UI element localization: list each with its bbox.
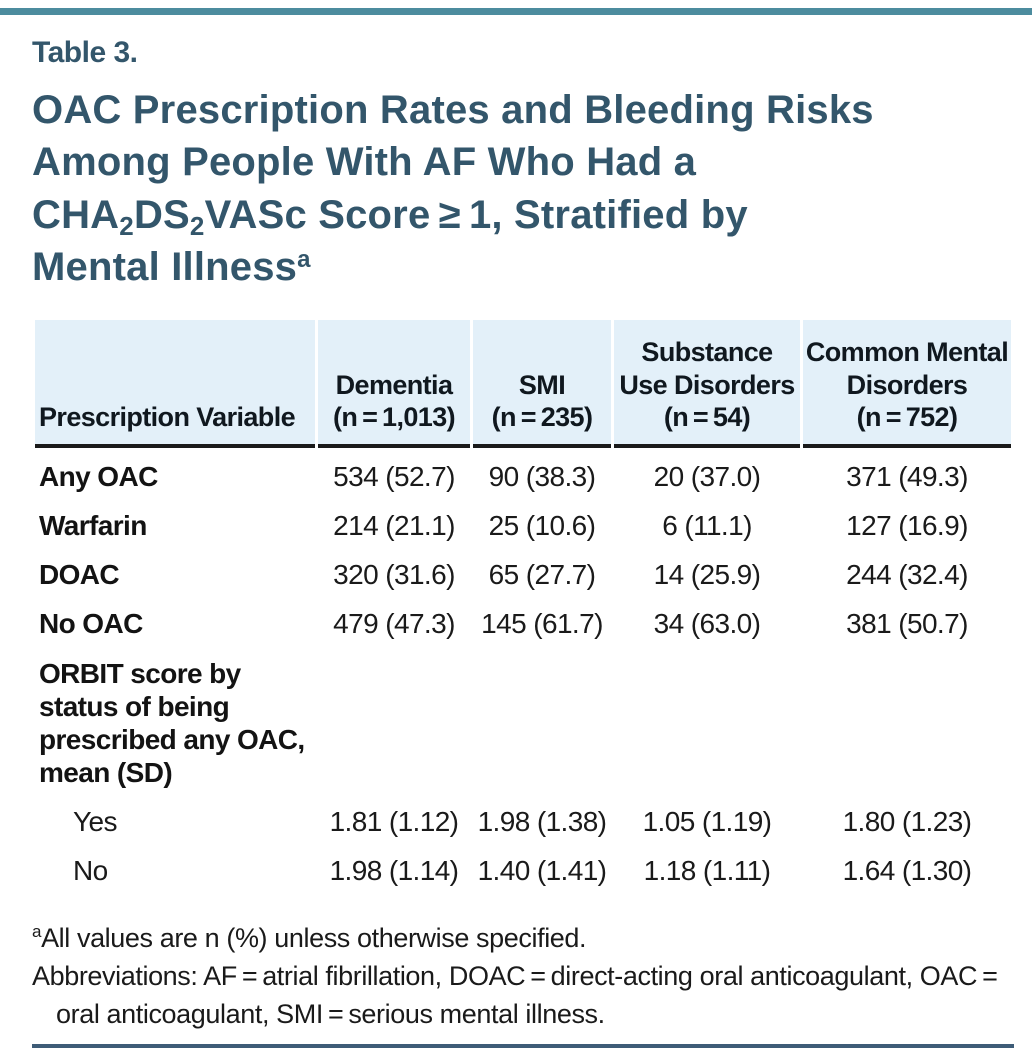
value-cell	[614, 649, 800, 797]
table-header-row: Prescription Variable Dementia (n = 1,01…	[35, 319, 1011, 449]
bottom-rule	[32, 1043, 1014, 1048]
row-label: Warfarin	[39, 510, 147, 542]
value-cell: 65 (27.7)	[488, 559, 596, 591]
table-footnotes: aAll values are n (%) unless otherwise s…	[32, 919, 1017, 1034]
table-row-orbit-no: No 1.98 (1.14) 1.40 (1.41) 1.18 (1.11) 1…	[35, 846, 1011, 895]
value-cell: 1.80 (1.23)	[842, 805, 972, 837]
value-cell: 381 (50.7)	[846, 608, 968, 640]
value-cell: 145 (61.7)	[481, 608, 603, 640]
title-segment-3: VASc Score ≥ 1, Stratified by Mental Ill…	[32, 192, 748, 290]
value-cell	[318, 649, 470, 797]
value-cell: 371 (49.3)	[846, 461, 968, 493]
table-row-orbit-yes: Yes 1.81 (1.12) 1.98 (1.38) 1.05 (1.19) …	[35, 797, 1011, 846]
value-cell: 320 (31.6)	[333, 559, 455, 591]
footnote-text: All values are n (%) unless otherwise sp…	[41, 922, 587, 953]
value-cell: 1.98 (1.38)	[477, 805, 607, 837]
prescription-table: Prescription Variable Dementia (n = 1,01…	[32, 319, 1014, 895]
value-cell: 20 (37.0)	[653, 461, 761, 493]
value-cell: 34 (63.0)	[653, 608, 761, 640]
table-row-orbit-score: ORBIT score by status of being prescribe…	[35, 649, 1011, 797]
table-figure: Table 3. OAC Prescription Rates and Blee…	[0, 36, 1032, 1034]
table-row-no-oac: No OAC 479 (47.3) 145 (61.7) 34 (63.0) 3…	[35, 599, 1011, 648]
title-segment-1: OAC Prescription Rates and Bleeding Risk…	[32, 88, 874, 237]
value-cell: 1.81 (1.12)	[329, 805, 459, 837]
value-cell: 1.64 (1.30)	[842, 854, 972, 886]
value-cell	[803, 649, 1011, 797]
value-cell: 479 (47.3)	[333, 608, 455, 640]
value-cell: 1.18 (1.11)	[643, 854, 771, 886]
col-header-smi: SMI (n = 235)	[473, 319, 611, 449]
value-cell: 127 (16.9)	[846, 510, 968, 542]
value-cell: 90 (38.3)	[488, 461, 596, 493]
table-row-warfarin: Warfarin 214 (21.1) 25 (10.6) 6 (11.1) 1…	[35, 501, 1011, 550]
value-cell: 214 (21.1)	[333, 510, 455, 542]
value-cell: 1.05 (1.19)	[642, 805, 772, 837]
table-title: OAC Prescription Rates and Bleeding Risk…	[32, 84, 877, 294]
row-label: Any OAC	[39, 461, 158, 493]
footnote-abbreviations: Abbreviations: AF = atrial fibrillation,…	[32, 961, 1003, 1030]
table-row-doac: DOAC 320 (31.6) 65 (27.7) 14 (25.9) 244 …	[35, 550, 1011, 599]
row-label: Yes	[73, 805, 117, 837]
value-cell: 25 (10.6)	[488, 510, 596, 542]
value-cell: 244 (32.4)	[846, 559, 968, 591]
row-label: No	[73, 854, 108, 886]
value-cell: 6 (11.1)	[662, 510, 752, 542]
footnote-marker: a	[32, 922, 42, 942]
col-header-dementia: Dementia (n = 1,013)	[318, 319, 470, 449]
col-header-prescription-variable: Prescription Variable	[35, 319, 315, 449]
title-footnote-marker: a	[297, 245, 311, 273]
row-label: DOAC	[39, 559, 120, 591]
footnote-values: aAll values are n (%) unless otherwise s…	[32, 919, 1017, 957]
row-label: No OAC	[39, 608, 143, 640]
title-subscript-1: 2	[119, 211, 134, 242]
value-cell	[473, 649, 611, 797]
title-segment-2: DS	[133, 192, 190, 237]
value-cell: 534 (52.7)	[333, 461, 455, 493]
col-header-common-mental-disorders: Common Mental Disorders (n = 752)	[803, 319, 1011, 449]
title-subscript-2: 2	[189, 211, 205, 242]
row-label: ORBIT score by status of being prescribe…	[39, 657, 305, 788]
value-cell: 1.98 (1.14)	[329, 854, 459, 886]
value-cell: 14 (25.9)	[653, 559, 761, 591]
value-cell: 1.40 (1.41)	[477, 854, 607, 886]
col-header-substance-use-disorders: Substance Use Disorders (n = 54)	[614, 319, 800, 449]
table-row-any-oac: Any OAC 534 (52.7) 90 (38.3) 20 (37.0) 3…	[35, 448, 1011, 501]
table-number-label: Table 3.	[32, 36, 138, 69]
top-accent-bar	[0, 8, 1032, 15]
